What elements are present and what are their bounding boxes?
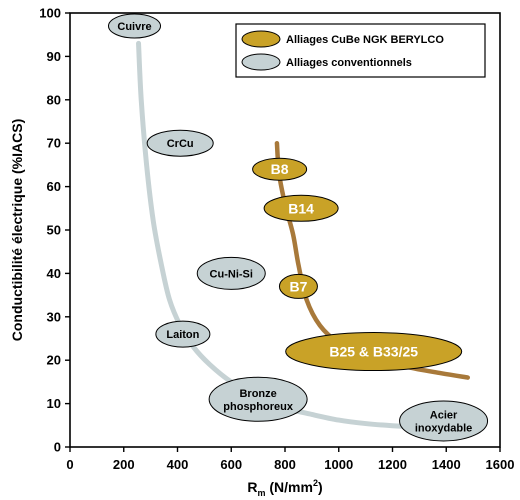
y-tick-label: 50: [47, 223, 61, 238]
point-marker: [196, 256, 266, 290]
conventional-trend-curve: [136, 40, 449, 430]
point-marker: [399, 400, 489, 442]
point-laiton: Laiton: [155, 320, 211, 348]
point-label: B14: [288, 200, 314, 216]
legend-box: [235, 23, 486, 78]
y-tick-label: 90: [47, 49, 61, 64]
y-tick-label: 30: [47, 309, 61, 324]
point-label: Cuivre: [117, 21, 151, 33]
point-b8: B8: [252, 157, 308, 181]
point-marker: [108, 13, 161, 39]
point-label: B7: [289, 278, 307, 294]
legend: Alliages CuBe NGK BERYLCO Alliages conve…: [235, 23, 486, 78]
x-axis-title-close: ): [318, 479, 323, 495]
x-tick-label: 1400: [432, 457, 461, 472]
y-tick-label: 100: [39, 6, 61, 21]
x-tick-label: 1000: [324, 457, 353, 472]
legend-label-conventional: Alliages conventionnels: [286, 57, 412, 69]
point-label: Acier: [430, 409, 458, 421]
x-tick-label: 400: [167, 457, 189, 472]
y-tick-label: 80: [47, 92, 61, 107]
legend-label-cube: Alliages CuBe NGK BERYLCO: [286, 34, 444, 46]
y-tick-label: 60: [47, 179, 61, 194]
legend-marker-conventional: [241, 53, 281, 71]
x-axis-ticks: 0 200 400 600 800 1000 1200 1400 1600: [66, 447, 514, 472]
x-tick-label: 1200: [378, 457, 407, 472]
y-tick-label: 40: [47, 266, 61, 281]
point-label: B8: [271, 161, 289, 177]
x-tick-label: 800: [274, 457, 296, 472]
point-b14: B14: [263, 194, 339, 222]
legend-marker-cube: [241, 30, 281, 48]
y-axis-title: Conductibilité électrique (%IACS): [9, 119, 25, 341]
point-marker: [263, 194, 339, 222]
point-marker: [285, 332, 463, 372]
point-marker: [155, 320, 211, 348]
x-tick-label: 1600: [486, 457, 515, 472]
point-label: B25 & B33/25: [329, 344, 418, 360]
point-marker: [278, 273, 318, 299]
point-b25-b33-25: B25 & B33/25: [285, 332, 463, 372]
point-label: phosphoreux: [223, 401, 294, 413]
point-marker: [252, 157, 308, 181]
y-tick-label: 70: [47, 136, 61, 151]
point-label: Laiton: [166, 329, 199, 341]
point-label: Bronze: [239, 388, 276, 400]
point-label: CrCu: [167, 138, 194, 150]
x-axis-title: Rm (N/mm2): [247, 478, 322, 498]
point-crcu: CrCu: [146, 129, 214, 157]
data-points: Cuivre CrCu Cu-Ni-Si Laiton Bronzephosphoreu…: [108, 13, 489, 442]
point-cu-ni-si: Cu-Ni-Si: [196, 256, 266, 290]
x-tick-label: 200: [113, 457, 135, 472]
point-label: inoxydable: [415, 422, 472, 434]
y-tick-label: 10: [47, 396, 61, 411]
x-axis-title-unit: (N/mm: [266, 479, 313, 495]
y-tick-label: 20: [47, 353, 61, 368]
point-marker: [146, 129, 214, 157]
point-marker: [208, 376, 308, 422]
y-axis-ticks: 0 10 20 30 40 50 60 70 80 90 100: [39, 6, 70, 455]
y-tick-label: 0: [54, 440, 61, 455]
x-tick-label: 600: [220, 457, 242, 472]
x-axis-title-main: R: [247, 479, 257, 495]
x-axis-title-sup: 2: [313, 478, 318, 488]
point-b7: B7: [278, 273, 318, 299]
x-axis-title-sub: m: [257, 488, 265, 498]
x-tick-label: 0: [66, 457, 73, 472]
point-cuivre: Cuivre: [108, 13, 161, 39]
point-label: Cu-Ni-Si: [210, 268, 253, 280]
